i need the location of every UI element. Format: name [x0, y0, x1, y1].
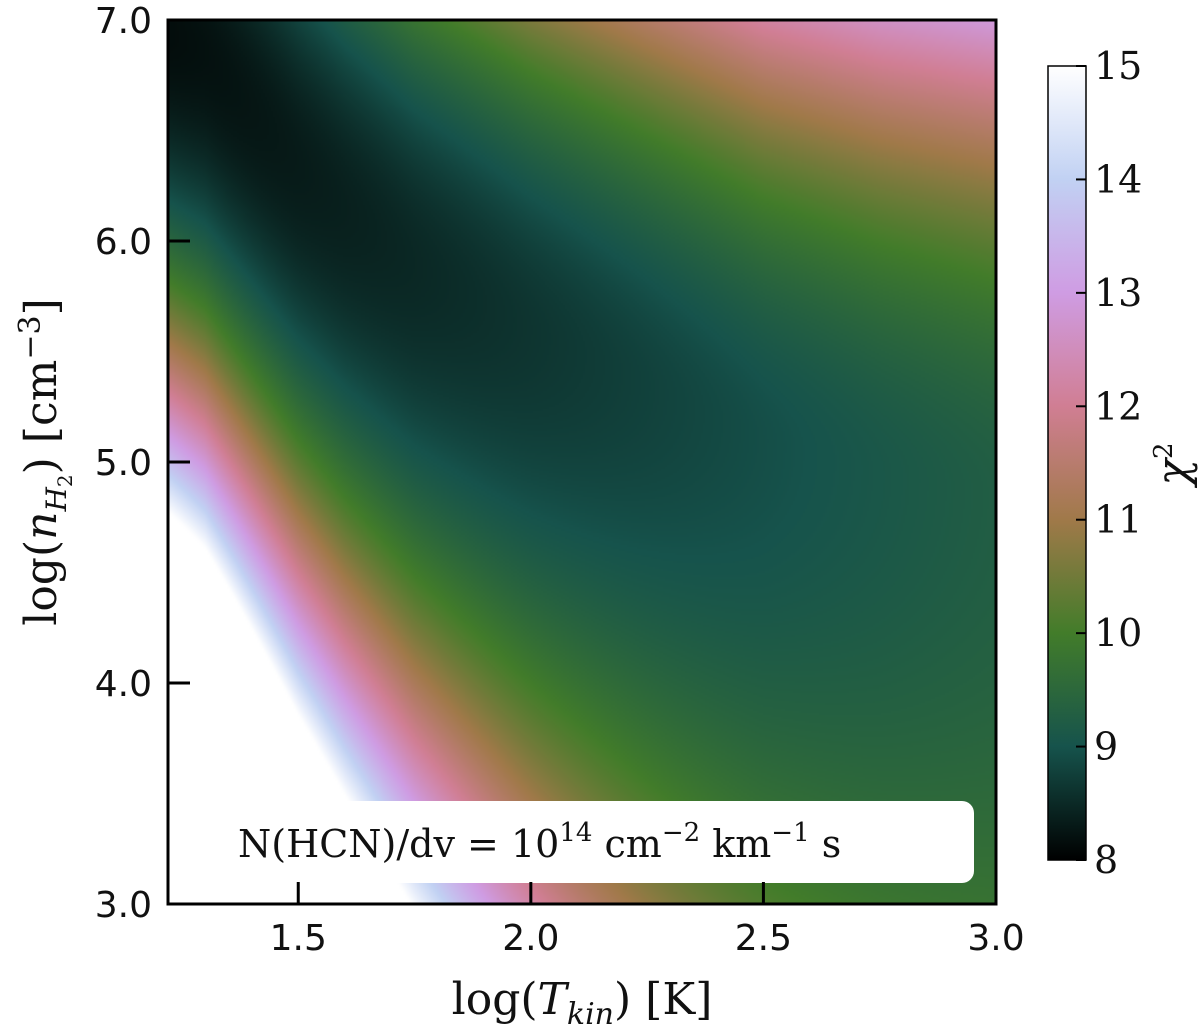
y-axis-label: log(nH2) [cm−3]: [13, 298, 77, 626]
colorbar-tick-label: 9: [1094, 725, 1118, 769]
x-tick-label: 2.5: [735, 918, 792, 959]
colorbar-tick-label: 13: [1094, 271, 1142, 315]
annotation-text: N(HCN)/dv = 1014 cm−2 km−1 s: [238, 818, 841, 866]
annotation-box: [222, 801, 974, 883]
x-tick-label: 1.5: [270, 918, 327, 959]
colorbar: [1047, 65, 1087, 861]
colorbar-ticks: 8 9 10 11 12 13 14 15: [1076, 44, 1142, 882]
x-tick-label: 2.0: [502, 918, 559, 959]
colorbar-label: χ2: [1148, 442, 1199, 488]
y-tick-label: 5.0: [95, 443, 152, 484]
x-axis-ticks: 1.5 2.0 2.5 3.0: [270, 882, 1025, 959]
x-axis-label: log(Tkin) [K]: [452, 974, 713, 1030]
colorbar-tick-label: 12: [1094, 384, 1142, 428]
x-tick-label: 3.0: [967, 918, 1024, 959]
colorbar-tick-label: 11: [1094, 498, 1142, 542]
colorbar-tick-label: 8: [1094, 838, 1118, 882]
y-axis-ticks: 3.0 4.0 5.0 6.0 7.0: [95, 1, 190, 926]
colorbar-tick-label: 14: [1094, 157, 1142, 201]
colorbar-tick-label: 10: [1094, 611, 1142, 655]
y-tick-label: 4.0: [95, 664, 152, 705]
y-tick-label: 6.0: [95, 222, 152, 263]
y-tick-label: 7.0: [95, 1, 152, 42]
y-tick-label: 3.0: [95, 885, 152, 926]
chi-square-heatmap: [168, 20, 996, 904]
colorbar-tick-label: 15: [1094, 44, 1142, 88]
column-density-annotation: N(HCN)/dv = 1014 cm−2 km−1 s: [222, 801, 974, 883]
